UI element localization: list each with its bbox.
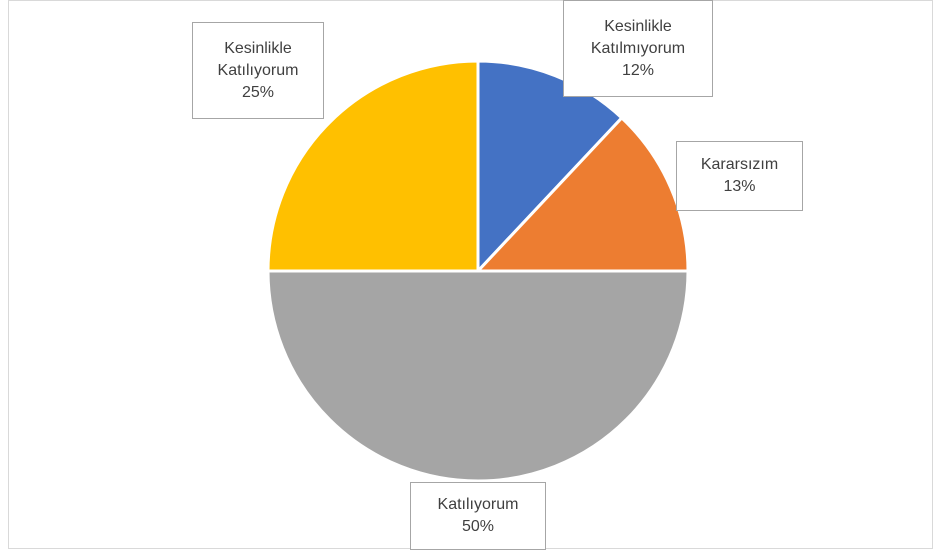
label-value: 50% [461,518,495,535]
data-label: Kesinlikle Katılmıyorum 12% [563,0,713,97]
data-label: Kararsızım 13% [676,141,803,211]
data-label: Kesinlikle Katılıyorum 25% [192,22,324,119]
label-value: 13% [723,178,756,195]
label-category: Kesinlikle Katılıyorum [217,39,299,79]
pie-slice [474,115,690,273]
pie-slice [266,59,480,273]
pie-slice [266,269,690,483]
label-category: Katılıyorum [437,496,519,513]
pie-slice [476,59,624,275]
data-label: Katılıyorum 50% [410,482,546,550]
label-value: 25% [241,83,275,101]
label-category: Kararsızım [700,156,779,173]
label-value: 12% [621,61,655,79]
label-category: Kesinlikle Katılmıyorum [590,17,686,57]
